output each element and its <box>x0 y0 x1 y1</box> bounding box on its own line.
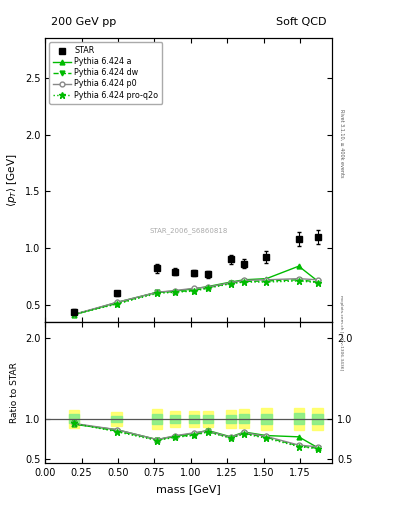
Bar <box>312 414 323 424</box>
Bar <box>239 414 249 423</box>
Bar <box>203 411 213 426</box>
Bar <box>152 414 162 423</box>
Bar <box>312 408 323 430</box>
Bar <box>112 416 122 422</box>
Bar <box>69 410 79 428</box>
Bar <box>261 414 272 424</box>
Bar <box>226 415 236 423</box>
Bar <box>189 411 199 426</box>
Text: mcplots.cern.ch [arXiv:1306.3436]: mcplots.cern.ch [arXiv:1306.3436] <box>339 295 343 370</box>
Text: 200 GeV pp: 200 GeV pp <box>51 17 116 27</box>
Bar <box>170 415 180 422</box>
X-axis label: mass [GeV]: mass [GeV] <box>156 484 221 494</box>
Bar <box>203 415 213 422</box>
Bar <box>112 412 122 425</box>
Y-axis label: Ratio to STAR: Ratio to STAR <box>10 362 19 423</box>
Text: STAR_2006_S6860818: STAR_2006_S6860818 <box>149 228 228 234</box>
Bar <box>294 408 304 430</box>
Text: Soft QCD: Soft QCD <box>276 17 326 27</box>
Bar <box>152 409 162 429</box>
Bar <box>294 414 304 424</box>
Text: Rivet 3.1.10, ≥ 400k events: Rivet 3.1.10, ≥ 400k events <box>339 109 344 178</box>
Bar <box>226 410 236 428</box>
Bar <box>261 408 272 430</box>
Bar <box>69 414 79 423</box>
Legend: STAR, Pythia 6.424 a, Pythia 6.424 dw, Pythia 6.424 p0, Pythia 6.424 pro-q2o: STAR, Pythia 6.424 a, Pythia 6.424 dw, P… <box>49 42 162 103</box>
Bar <box>170 411 180 426</box>
Bar <box>189 415 199 422</box>
Bar <box>239 410 249 428</box>
Y-axis label: $\langle p_T \rangle$ [GeV]: $\langle p_T \rangle$ [GeV] <box>5 153 19 207</box>
